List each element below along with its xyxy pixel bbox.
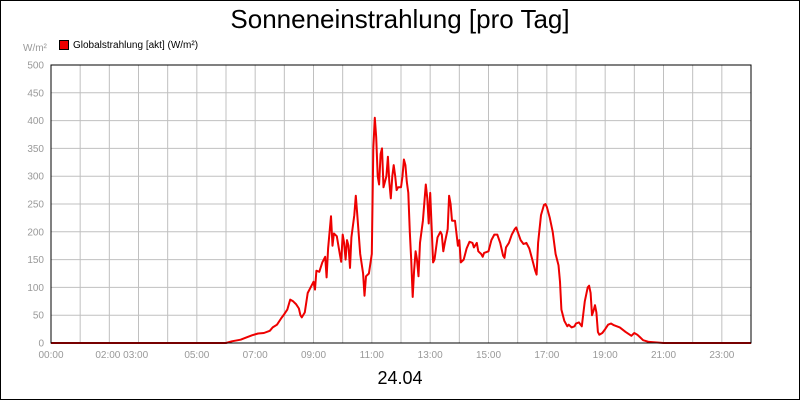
y-tick-label: 0 xyxy=(38,339,44,350)
chart-title: Sonneneinstrahlung [pro Tag] xyxy=(230,4,570,34)
y-tick-label: 250 xyxy=(27,200,44,211)
y-tick-label: 450 xyxy=(27,88,44,99)
y-tick-label: 150 xyxy=(27,255,44,266)
x-tick-label: 23:00 xyxy=(709,350,734,361)
y-tick-label: 50 xyxy=(33,311,45,322)
y-axis-unit: W/m² xyxy=(23,43,47,54)
series-line-globalstrahlung xyxy=(51,116,751,344)
y-tick-label: 100 xyxy=(27,283,44,294)
y-tick-label: 400 xyxy=(27,116,44,127)
x-tick-label: 17:00 xyxy=(534,350,559,361)
y-tick-label: 500 xyxy=(27,61,44,72)
x-tick-label: 11:00 xyxy=(360,350,385,361)
x-tick-label: 21:00 xyxy=(651,350,676,361)
x-tick-label: 07:00 xyxy=(243,350,268,361)
y-tick-label: 350 xyxy=(27,144,44,155)
x-tick-label: 15:00 xyxy=(476,350,501,361)
y-tick-label: 300 xyxy=(27,172,44,183)
x-tick-label: 00:00 xyxy=(38,350,63,361)
legend: Globalstrahlung [akt] (W/m²) xyxy=(59,38,198,52)
x-tick-label: 09:00 xyxy=(301,350,326,361)
y-tick-label: 200 xyxy=(27,227,44,238)
x-axis-label: 24.04 xyxy=(377,368,423,388)
x-tick-label: 02:00 03:00 xyxy=(95,350,148,361)
plot-border xyxy=(50,64,752,344)
legend-label: Globalstrahlung [akt] (W/m²) xyxy=(73,39,199,51)
x-tick-label: 19:00 xyxy=(593,350,618,361)
x-tick-label: 05:00 xyxy=(184,350,209,361)
legend-swatch xyxy=(59,40,69,50)
x-tick-label: 13:00 xyxy=(418,350,443,361)
